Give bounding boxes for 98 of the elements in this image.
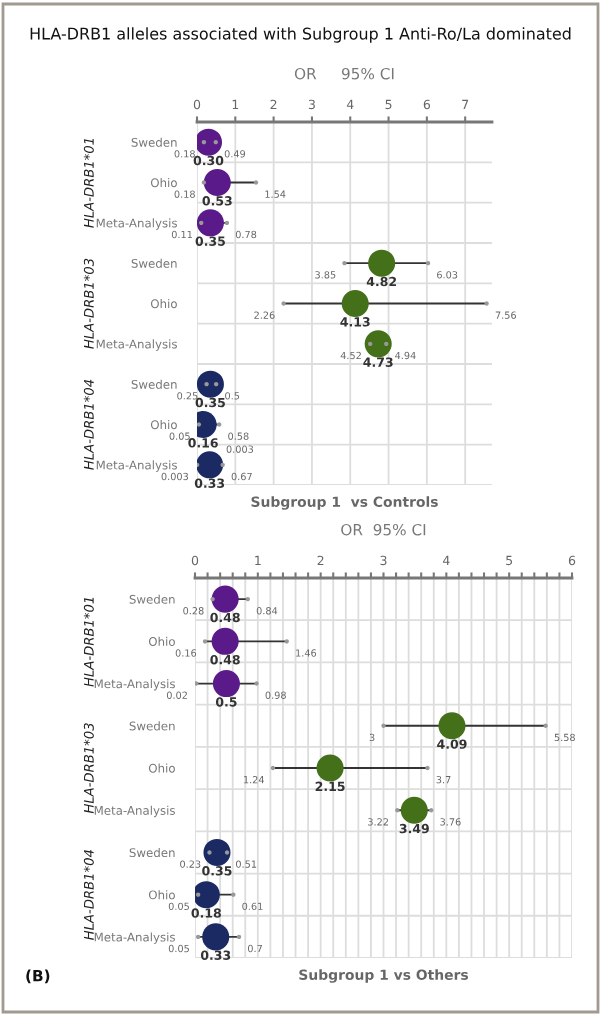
chart-subtitle: OR 95% CI <box>341 523 426 536</box>
data-label: 0.02 <box>166 691 187 699</box>
x-tick-label: 4 <box>442 555 450 565</box>
x-tick-label: 7 <box>462 99 469 109</box>
data-label: 0.5 <box>225 392 240 400</box>
data-label: 0.5 <box>215 697 237 707</box>
data-label: 0.35 <box>195 236 225 246</box>
data-label: 0.33 <box>194 478 225 488</box>
data-label: 0.98 <box>265 691 286 699</box>
data-label: 7.56 <box>495 311 516 319</box>
x-tick-label: 1 <box>255 555 261 565</box>
data-label: 4.52 <box>340 351 361 360</box>
y-tick-label: Ohio <box>150 178 177 188</box>
x-tick-label: 6 <box>423 99 431 110</box>
text: HLA-DRB1*04 <box>83 379 94 470</box>
data-label: 0.48 <box>210 612 240 623</box>
data-label: 0.51 <box>236 860 257 868</box>
y-tick-label: Meta-Analysis <box>96 339 177 351</box>
data-label: 5.58 <box>554 733 575 742</box>
y-tick-label: Sweden <box>131 258 177 268</box>
data-label: 0.18 <box>191 908 221 918</box>
data-label: 0.30 <box>193 155 224 166</box>
y-tick-label: Sweden <box>131 379 177 389</box>
text: HLA-DRB1*01 <box>83 597 94 687</box>
text: HLA-DRB1*03 <box>83 258 94 349</box>
x-axis-title: Subgroup 1 vs Others <box>299 969 469 983</box>
text: HLA-DRB1*04 <box>83 850 94 940</box>
data-label: 1.24 <box>244 775 265 784</box>
data-label: 3 <box>369 733 375 742</box>
text: HLA-DRB1*03 <box>83 723 94 814</box>
data-label: 0.16 <box>175 649 197 657</box>
data-label: 0.48 <box>210 654 240 665</box>
data-label: 1.46 <box>296 649 317 657</box>
data-label: 4.09 <box>437 739 467 749</box>
data-label: 0.05 <box>168 902 189 910</box>
data-label: 0.35 <box>202 866 232 876</box>
data-label: 0.28 <box>183 607 204 615</box>
y-tick-label: Sweden <box>129 721 175 731</box>
y-tick-label: Meta-Analysis <box>94 805 175 818</box>
y-tick-label: Ohio <box>150 420 177 430</box>
annotation: 0.003 <box>226 445 254 453</box>
y-tick-label: Sweden <box>131 137 177 147</box>
data-label: 0.7 <box>247 944 262 953</box>
x-tick-label: 5 <box>506 555 513 566</box>
x-tick-label: 2 <box>317 555 324 565</box>
x-tick-label: 0 <box>191 555 199 566</box>
x-tick-label: 4 <box>346 99 354 109</box>
data-label: 6.03 <box>437 271 458 279</box>
x-tick-label: 2 <box>270 99 277 109</box>
data-label: 0.49 <box>224 150 246 158</box>
y-tick-label: Meta-Analysis <box>94 932 175 944</box>
data-label: 3.85 <box>315 271 336 279</box>
y-tick-label: Ohio <box>148 636 175 646</box>
data-label: 3.22 <box>368 818 389 826</box>
data-label: 4.73 <box>363 357 393 367</box>
x-tick-label: 1 <box>232 99 239 109</box>
data-label: 0.84 <box>256 607 278 615</box>
x-tick-label: 6 <box>568 555 576 566</box>
x-tick-label: 5 <box>385 99 392 110</box>
data-label: 0.78 <box>235 230 257 239</box>
data-label: 0.16 <box>188 438 218 448</box>
y-tick-label: Sweden <box>129 594 175 604</box>
x-tick-label: 3 <box>308 99 315 110</box>
x-tick-label: 3 <box>380 555 387 566</box>
data-label: 4.13 <box>340 317 370 327</box>
x-axis-title: Subgroup 1 vs Controls <box>251 496 438 510</box>
data-label: 0.11 <box>171 230 192 239</box>
data-label: 0.23 <box>180 860 201 868</box>
data-label: 2.26 <box>254 311 275 319</box>
data-label: 3.7 <box>436 775 451 784</box>
x-tick-label: 0 <box>193 99 201 110</box>
y-tick-label: Sweden <box>129 847 175 858</box>
data-label: 3.49 <box>399 823 429 834</box>
chart-subtitle: OR 95% CI <box>294 67 394 80</box>
data-label: 2.15 <box>315 781 345 792</box>
data-label: 0.53 <box>202 196 232 206</box>
data-label: 4.82 <box>366 276 396 287</box>
data-label: 0.18 <box>174 150 195 158</box>
data-label: 0.33 <box>200 950 231 960</box>
data-label: 0.58 <box>228 432 249 440</box>
y-tick-label: Meta-Analysis <box>96 218 177 230</box>
text: (B) <box>26 969 50 984</box>
text: HLA-DRB1*01 <box>83 138 94 228</box>
data-label: 0.67 <box>231 472 252 481</box>
y-tick-label: Meta-Analysis <box>94 679 175 691</box>
y-tick-label: Ohio <box>148 890 175 900</box>
data-label: 1.54 <box>265 190 286 198</box>
data-label: 0.003 <box>161 472 188 481</box>
data-label: 0.61 <box>242 902 263 910</box>
y-tick-label: Meta-Analysis <box>96 460 177 472</box>
data-label: 0.05 <box>169 432 190 440</box>
data-label: 0.18 <box>174 190 195 198</box>
data-label: 0.05 <box>168 944 189 953</box>
y-tick-label: Ohio <box>148 763 175 773</box>
y-tick-label: Ohio <box>150 299 177 309</box>
chart-title: HLA-DRB1 alleles associated with Subgroup 1 Anti-Ro/La dominated <box>30 27 571 43</box>
data-label: 3.76 <box>440 818 461 826</box>
data-label: 4.94 <box>395 351 416 360</box>
